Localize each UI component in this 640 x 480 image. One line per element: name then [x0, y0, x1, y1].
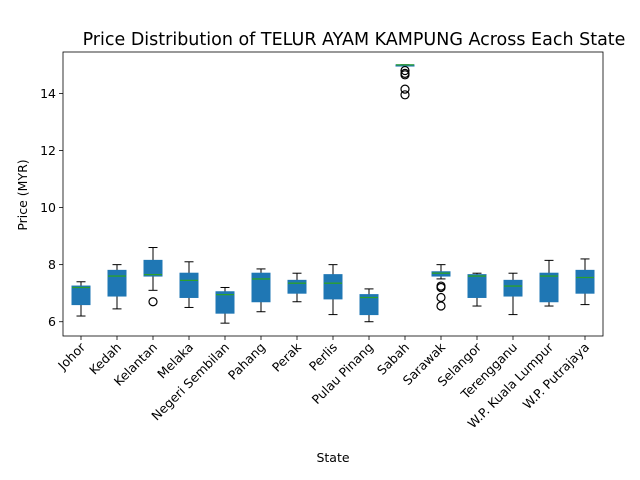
- outlier-point: [400, 65, 410, 76]
- y-tick-label: 6: [48, 314, 56, 329]
- iqr-box: [287, 279, 307, 294]
- outlier-point: [400, 70, 410, 80]
- box-group: [323, 264, 343, 316]
- box-group: [575, 258, 595, 306]
- outlier-point: [148, 297, 158, 307]
- iqr-box: [143, 259, 163, 277]
- chart-title: Price Distribution of TELUR AYAM KAMPUNG…: [83, 30, 626, 50]
- box-group: [467, 272, 487, 307]
- box-group: [179, 261, 199, 308]
- iqr-box: [215, 291, 235, 314]
- box-group: [539, 259, 559, 307]
- iqr-box: [107, 269, 127, 297]
- outlier-point: [436, 292, 446, 303]
- box-group: [143, 247, 163, 307]
- iqr-box: [539, 272, 559, 303]
- y-axis: 6 8 10 12 14: [40, 86, 63, 329]
- box-group: [395, 64, 415, 100]
- y-tick-label: 8: [48, 257, 56, 272]
- x-axis-label: State: [316, 450, 349, 465]
- outlier-point: [400, 90, 410, 100]
- box-group: [431, 264, 451, 311]
- x-tick-label: Perak: [269, 339, 305, 375]
- box-group: [503, 272, 523, 316]
- iqr-box: [179, 272, 199, 298]
- y-tick-label: 10: [40, 200, 56, 215]
- box-group: [251, 268, 271, 313]
- iqr-box: [503, 279, 523, 297]
- iqr-box: [575, 269, 595, 294]
- outlier-point: [436, 282, 446, 293]
- y-axis-label: Price (MYR): [15, 159, 30, 230]
- outlier-point: [400, 84, 410, 94]
- x-tick-label: W.P. Putrajaya: [520, 340, 593, 413]
- iqr-box: [431, 271, 451, 277]
- x-tick-label: Perlis: [306, 340, 340, 374]
- iqr-box: [359, 294, 379, 316]
- iqr-box: [467, 274, 487, 298]
- iqr-box: [251, 272, 271, 303]
- iqr-box: [71, 285, 91, 306]
- box-group: [107, 264, 127, 310]
- x-tick-label: Johor: [54, 339, 89, 374]
- box-group: [287, 272, 307, 303]
- outlier-point: [436, 301, 446, 311]
- box-group: [71, 281, 91, 317]
- x-tick-label: Pahang: [225, 340, 268, 383]
- y-tick-label: 14: [40, 86, 56, 101]
- box-group: [359, 288, 379, 323]
- iqr-box: [323, 274, 343, 300]
- plot-area: [71, 64, 595, 324]
- box-group: [215, 286, 235, 324]
- y-tick-label: 12: [40, 143, 56, 158]
